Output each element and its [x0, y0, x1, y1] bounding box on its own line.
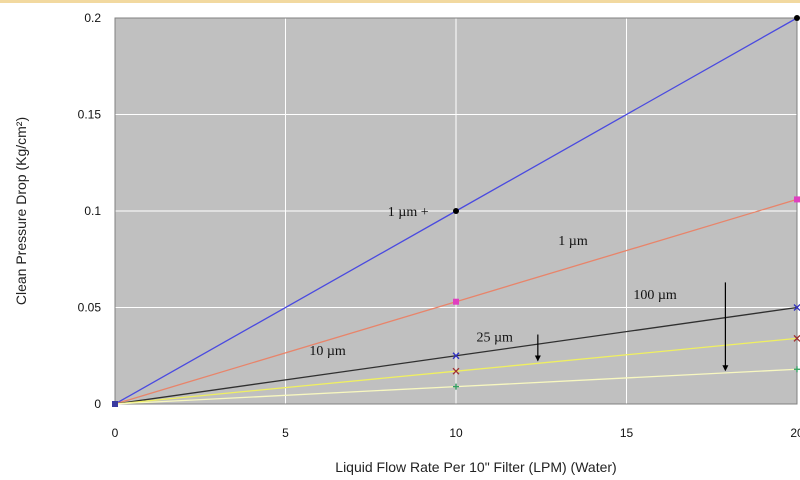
data-point	[453, 383, 459, 390]
annotation-label: 10 µm	[309, 344, 346, 359]
annotation-label: 1 µm +	[388, 205, 429, 220]
data-point	[452, 352, 460, 360]
x-tick-label: 20	[790, 426, 800, 440]
grid	[115, 18, 797, 404]
tick-labels: 0 5 10 15 20 0 0.05 0.1 0.15 0.2	[78, 11, 800, 440]
data-point	[453, 298, 459, 305]
y-tick-label: 0.2	[84, 11, 101, 25]
y-tick-label: 0.1	[84, 204, 101, 218]
y-tick-label: 0.15	[78, 108, 102, 122]
x-tick-label: 0	[112, 426, 119, 440]
x-tick-label: 5	[282, 426, 289, 440]
annotation-arrow	[722, 282, 729, 372]
data-point	[794, 366, 800, 373]
top-accent-rule	[0, 0, 800, 3]
annotation-label: 1 µm	[558, 234, 588, 249]
data-point	[793, 334, 800, 342]
data-point	[794, 196, 800, 203]
x-tick-label: 10	[449, 426, 463, 440]
y-axis-title: Clean Pressure Drop (Kg/cm²)	[13, 117, 29, 305]
x-axis-title: Liquid Flow Rate Per 10" Filter (LPM) (W…	[335, 459, 616, 475]
y-tick-label: 0.05	[78, 301, 102, 315]
annotation-arrow	[534, 334, 541, 362]
annotation-label: 25 µm	[476, 330, 513, 345]
marker-layer	[112, 15, 800, 407]
annotation-label: 100 µm	[633, 288, 677, 303]
data-point	[793, 304, 800, 311]
plot-frame	[114, 17, 798, 405]
data-point	[112, 401, 118, 407]
y-tick-label: 0	[94, 397, 101, 411]
annotation-layer: 1 µm + 1 µm 10 µm 25 µm 100 µm	[309, 205, 729, 372]
data-point	[453, 208, 459, 214]
x-tick-label: 15	[620, 426, 634, 440]
data-point	[452, 367, 460, 375]
data-point	[794, 15, 800, 21]
